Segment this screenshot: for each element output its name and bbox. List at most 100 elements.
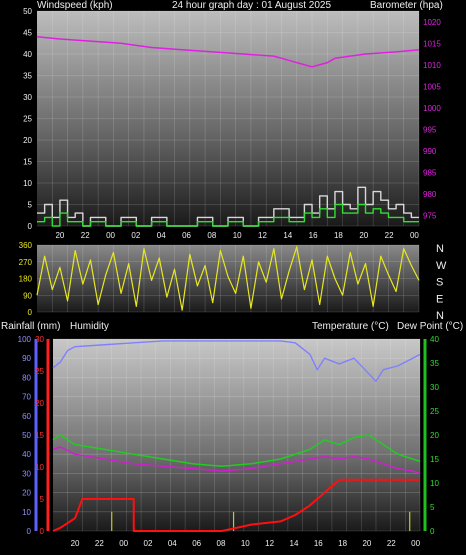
right-tick-label: 1000	[423, 104, 441, 113]
left-tick-label: 35	[23, 72, 32, 81]
humidity-tick-label: 20	[22, 489, 31, 498]
barometer-line	[36, 36, 420, 68]
x-tick-label: 16	[314, 539, 323, 548]
humidity-tick-label: 100	[18, 335, 32, 344]
temperature-tick-label: 30	[430, 383, 439, 392]
rainfall-line	[52, 478, 420, 532]
x-tick-label: 18	[338, 539, 347, 548]
x-tick-label: 22	[387, 539, 396, 548]
temperature-tick-label: 25	[430, 407, 439, 416]
left-tick-label: 25	[23, 115, 32, 124]
x-tick-label: 06	[192, 539, 201, 548]
humidity-tick-label: 60	[22, 412, 31, 421]
rain-tick-label: 5	[40, 495, 45, 504]
compass-label: S	[436, 277, 443, 289]
x-tick-label: 22	[95, 539, 104, 548]
x-tick-label: 22	[81, 231, 90, 240]
x-tick-label: 06	[182, 231, 191, 240]
direction-tick-label: 90	[23, 291, 32, 300]
x-tick-label: 20	[55, 231, 64, 240]
compass-label: N	[436, 310, 444, 322]
wind-direction-line	[36, 246, 420, 311]
right-tick-label: 995	[423, 125, 437, 134]
humidity-tick-label: 10	[22, 508, 31, 517]
x-tick-label: 08	[207, 231, 216, 240]
x-tick-label: 00	[411, 539, 420, 548]
x-tick-label: 12	[258, 231, 267, 240]
compass-label: W	[436, 260, 447, 272]
left-tick-label: 30	[23, 93, 32, 102]
x-tick-label: 08	[217, 539, 226, 548]
wind-average-line	[37, 203, 419, 227]
direction-tick-label: 270	[19, 258, 33, 267]
x-tick-label: 18	[334, 231, 343, 240]
rain-tick-label: 25	[35, 367, 44, 376]
chart-title: 24 hour graph day : 01 August 2025	[172, 0, 332, 11]
humidity-axis-title: Humidity	[70, 321, 109, 332]
x-tick-label: 22	[385, 231, 394, 240]
rain-tick-label: 0	[40, 527, 45, 536]
plot-background	[37, 245, 419, 312]
right-tick-label: 980	[423, 190, 437, 199]
x-tick-label: 00	[119, 539, 128, 548]
left-tick-label: 0	[28, 222, 33, 231]
x-tick-label: 20	[71, 539, 80, 548]
x-tick-label: 14	[290, 539, 299, 548]
x-tick-label: 04	[157, 231, 166, 240]
x-tick-label: 04	[168, 539, 177, 548]
humidity-tick-label: 0	[27, 527, 32, 536]
left-tick-label: 10	[23, 179, 32, 188]
humidity-line	[52, 340, 421, 382]
x-tick-label: 00	[106, 231, 115, 240]
right-tick-label: 990	[423, 147, 437, 156]
rainfall-axis-title: Rainfall (mm)	[1, 321, 61, 332]
left-tick-label: 15	[23, 158, 32, 167]
windspeed-axis-title: Windspeed (kph)	[37, 0, 113, 11]
x-tick-label: 16	[309, 231, 318, 240]
temperature-axis-title: Temperature (°C)	[312, 321, 389, 332]
temperature-tick-label: 20	[430, 431, 439, 440]
rain-tick-label: 10	[35, 463, 44, 472]
plot-background	[37, 11, 419, 226]
x-tick-label: 12	[265, 539, 274, 548]
temperature-tick-label: 5	[430, 503, 435, 512]
x-tick-label: 20	[362, 539, 371, 548]
temperature-tick-label: 35	[430, 359, 439, 368]
temperature-tick-label: 10	[430, 479, 439, 488]
temperature-tick-label: 40	[430, 335, 439, 344]
dewpoint-axis-title: Dew Point (°C)	[397, 321, 464, 332]
direction-tick-label: 360	[19, 241, 33, 250]
x-tick-label: 14	[283, 231, 292, 240]
right-tick-label: 1015	[423, 39, 441, 48]
right-tick-label: 1020	[423, 18, 441, 27]
direction-tick-label: 180	[19, 275, 33, 284]
humidity-tick-label: 70	[22, 393, 31, 402]
wind-barometer-chart: 0510152025303540455097598098599099510001…	[23, 7, 441, 240]
right-tick-label: 1005	[423, 82, 441, 91]
rain-tick-label: 15	[35, 431, 44, 440]
x-tick-label: 02	[144, 539, 153, 548]
temperature-tick-label: 15	[430, 455, 439, 464]
humidity-tick-label: 90	[22, 354, 31, 363]
compass-label: N	[436, 243, 444, 255]
left-tick-label: 45	[23, 29, 32, 38]
x-tick-label: 10	[241, 539, 250, 548]
left-tick-label: 50	[23, 7, 32, 16]
humidity-tick-label: 30	[22, 469, 31, 478]
rain-humidity-temperature-chart: 0102030405060708090100051015202530051015…	[18, 335, 440, 548]
left-tick-label: 40	[23, 50, 32, 59]
x-tick-label: 10	[233, 231, 242, 240]
rain-tick-label: 20	[35, 399, 44, 408]
right-tick-label: 975	[423, 211, 437, 220]
humidity-tick-label: 40	[22, 450, 31, 459]
direction-tick-label: 0	[28, 308, 33, 317]
x-tick-label: 20	[359, 231, 368, 240]
humidity-tick-label: 50	[22, 431, 31, 440]
x-tick-label: 00	[410, 231, 419, 240]
temperature-tick-label: 0	[430, 527, 435, 536]
left-tick-label: 20	[23, 136, 32, 145]
right-tick-label: 1010	[423, 61, 441, 70]
left-tick-label: 5	[28, 201, 33, 210]
